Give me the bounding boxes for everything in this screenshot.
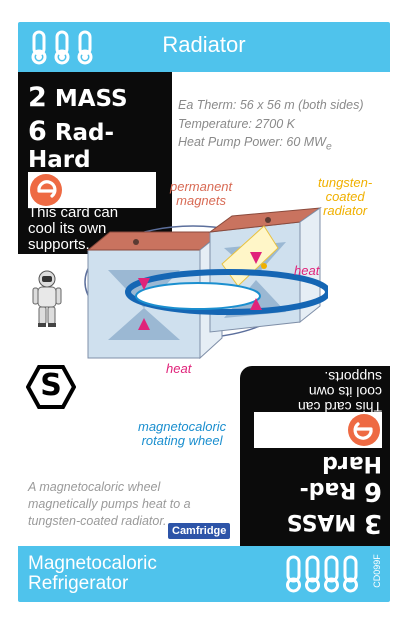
card-code: CD099F [372,554,382,588]
flip-ability-note: This card can cool its own supports. [297,369,382,415]
permanent-magnets-label: permanent magnets [170,179,233,208]
heat-label-top: heat [294,263,320,278]
card-flip-name: Magnetocaloric Refrigerator [28,553,157,594]
ability-note: This card can cool its own supports. [28,204,119,253]
bottom-band: Magnetocaloric Refrigerator CD099F [18,546,390,602]
radiator-illustration [84,207,328,360]
specs: Ea Therm: 56 x 56 m (both sides) Tempera… [178,96,364,157]
spec-power: Heat Pump Power: 60 MWe [178,135,332,153]
top-band: Radiator [18,22,390,72]
thermometer-icon [31,30,93,65]
heat-label-bottom: heat [166,361,192,376]
stat-block: 2 MASS 6 Rad-Hard This card can cool its… [18,72,172,254]
thermometer-icon [286,555,358,593]
source-badge: Camfridge [168,523,231,539]
game-card: Radiator 2 MASS 6 Rad-Hard This card can… [18,22,390,602]
electric-e-icon [30,174,62,206]
wheel-label: magnetocaloric rotating wheel [138,419,227,448]
spec-temperature: Temperature: 2700 K [178,116,295,131]
astronaut-icon [32,270,62,327]
flip-side-block: 3 MASS 6 Rad-Hard This card can cool its… [240,366,390,546]
radhard-stat: 6 Rad-Hard [28,116,115,173]
spec-area: Ea Therm: 56 x 56 m (both sides) [178,98,364,112]
card-description: A magnetocaloric wheel magnetically pump… [28,480,191,528]
supports-hex-icon: S [26,364,76,410]
flip-mass-stat: 3 MASS [286,508,382,538]
tungsten-radiator-label: tungsten- coated radiator [318,175,373,218]
flip-electric-e-icon [348,414,380,446]
mass-stat: 2 MASS [28,82,128,113]
card-title: Radiator [162,32,246,57]
flip-radhard-stat: 6 Rad-Hard [299,451,382,506]
electric-box [28,172,156,208]
flip-electric-box [254,412,382,448]
